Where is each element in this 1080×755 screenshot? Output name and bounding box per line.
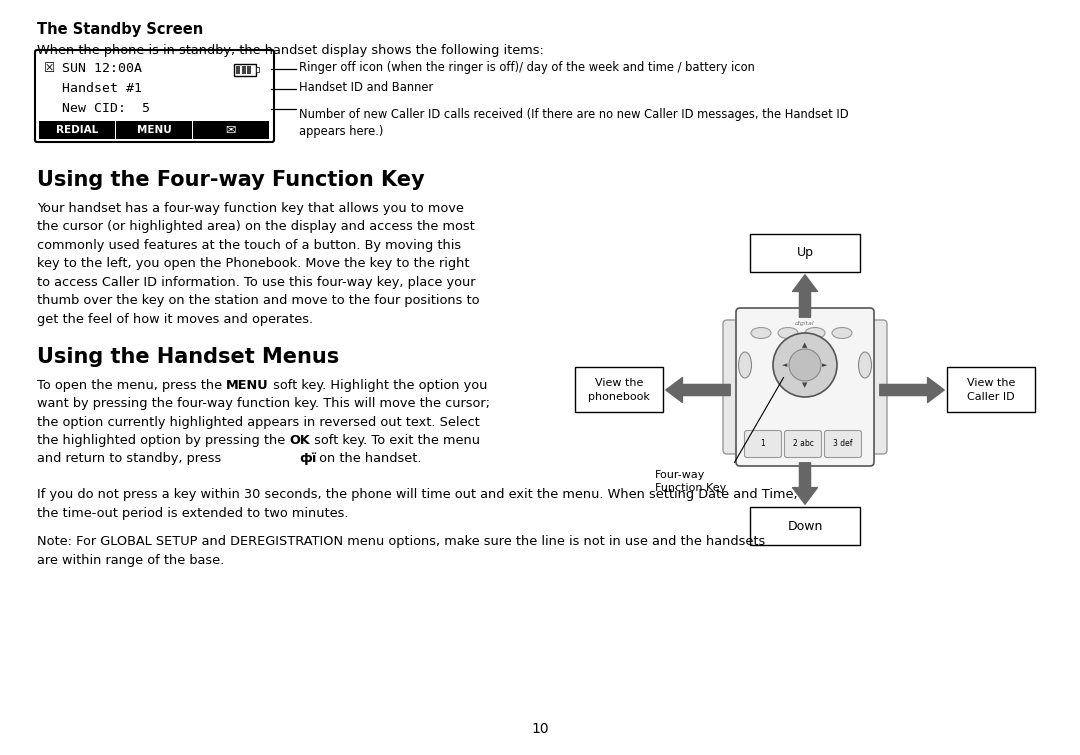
Text: ◄: ◄ (782, 362, 787, 368)
Text: REDIAL: REDIAL (56, 125, 98, 135)
Text: Note: For GLOBAL SETUP and DEREGISTRATION menu options, make sure the line is no: Note: For GLOBAL SETUP and DEREGISTRATIO… (37, 535, 766, 567)
FancyBboxPatch shape (35, 50, 274, 142)
Ellipse shape (805, 328, 825, 338)
Text: Number of new Caller ID calls received (If there are no new Caller ID messages, : Number of new Caller ID calls received (… (299, 108, 849, 138)
Text: When the phone is in standby, the handset display shows the following items:: When the phone is in standby, the handse… (37, 44, 544, 57)
Circle shape (789, 349, 821, 381)
Text: Using the Four-way Function Key: Using the Four-way Function Key (37, 170, 424, 190)
FancyArrowPatch shape (793, 463, 818, 504)
FancyBboxPatch shape (784, 430, 822, 458)
Bar (575, 368, 663, 412)
Text: ✉: ✉ (226, 124, 235, 137)
Text: 2 abc: 2 abc (793, 439, 813, 448)
FancyBboxPatch shape (723, 320, 746, 454)
Text: Handset #1: Handset #1 (62, 82, 141, 95)
Text: MENU: MENU (137, 125, 172, 135)
Bar (947, 368, 1035, 412)
Ellipse shape (832, 328, 852, 338)
Text: and return to standby, press: and return to standby, press (37, 452, 226, 465)
FancyBboxPatch shape (735, 308, 874, 466)
FancyBboxPatch shape (864, 320, 887, 454)
Text: the option currently highlighted appears in reversed out text. Select: the option currently highlighted appears… (37, 415, 480, 429)
FancyArrowPatch shape (880, 378, 944, 402)
Circle shape (773, 333, 837, 397)
FancyBboxPatch shape (824, 430, 862, 458)
Bar (237, 66, 240, 74)
Bar (39, 121, 114, 139)
Bar (242, 66, 245, 74)
Text: ►: ► (822, 362, 827, 368)
Text: 3 def: 3 def (834, 439, 853, 448)
Text: To open the menu, press the: To open the menu, press the (37, 379, 226, 392)
Text: View the
phonebook: View the phonebook (589, 378, 650, 402)
Text: фї: фї (299, 452, 316, 465)
Text: ▲: ▲ (802, 342, 808, 348)
Text: ▼: ▼ (802, 382, 808, 388)
FancyArrowPatch shape (793, 275, 818, 317)
Bar (750, 234, 860, 272)
Text: soft key. To exit the menu: soft key. To exit the menu (310, 434, 481, 447)
Bar (116, 121, 192, 139)
Text: 1: 1 (760, 439, 766, 448)
Text: OK: OK (289, 434, 310, 447)
Bar (247, 66, 251, 74)
Text: Ringer off icon (when the ringer is off)/ day of the week and time / battery ico: Ringer off icon (when the ringer is off)… (299, 61, 755, 75)
Text: on the handset.: on the handset. (315, 452, 421, 465)
Ellipse shape (739, 352, 752, 378)
Bar (750, 507, 860, 545)
Bar (256, 67, 258, 72)
Text: 10: 10 (531, 722, 549, 736)
Bar (234, 64, 256, 76)
Text: Using the Handset Menus: Using the Handset Menus (37, 347, 339, 367)
Text: Up: Up (797, 246, 813, 260)
Text: Down: Down (787, 519, 823, 532)
Text: View the
Caller ID: View the Caller ID (967, 378, 1015, 402)
Text: SUN 12:00A: SUN 12:00A (62, 62, 141, 75)
Text: Your handset has a four-way function key that allows you to move
the cursor (or : Your handset has a four-way function key… (37, 202, 480, 326)
Text: New CID:  5: New CID: 5 (62, 102, 150, 115)
Text: the highlighted option by pressing the: the highlighted option by pressing the (37, 434, 289, 447)
Ellipse shape (751, 328, 771, 338)
Ellipse shape (778, 328, 798, 338)
Text: soft key. Highlight the option you: soft key. Highlight the option you (269, 379, 487, 392)
FancyArrowPatch shape (665, 378, 730, 402)
Text: If you do not press a key within 30 seconds, the phone will time out and exit th: If you do not press a key within 30 seco… (37, 488, 798, 520)
Text: Four-way
Function Key: Four-way Function Key (654, 470, 726, 493)
Bar (193, 121, 269, 139)
Text: ☒: ☒ (44, 62, 55, 75)
Ellipse shape (859, 352, 872, 378)
FancyBboxPatch shape (744, 430, 782, 458)
Text: The Standby Screen: The Standby Screen (37, 22, 203, 37)
Text: want by pressing the four-way function key. This will move the cursor;: want by pressing the four-way function k… (37, 397, 490, 410)
Text: Handset ID and Banner: Handset ID and Banner (299, 82, 433, 94)
Text: MENU: MENU (226, 379, 269, 392)
Text: digital: digital (795, 321, 814, 326)
